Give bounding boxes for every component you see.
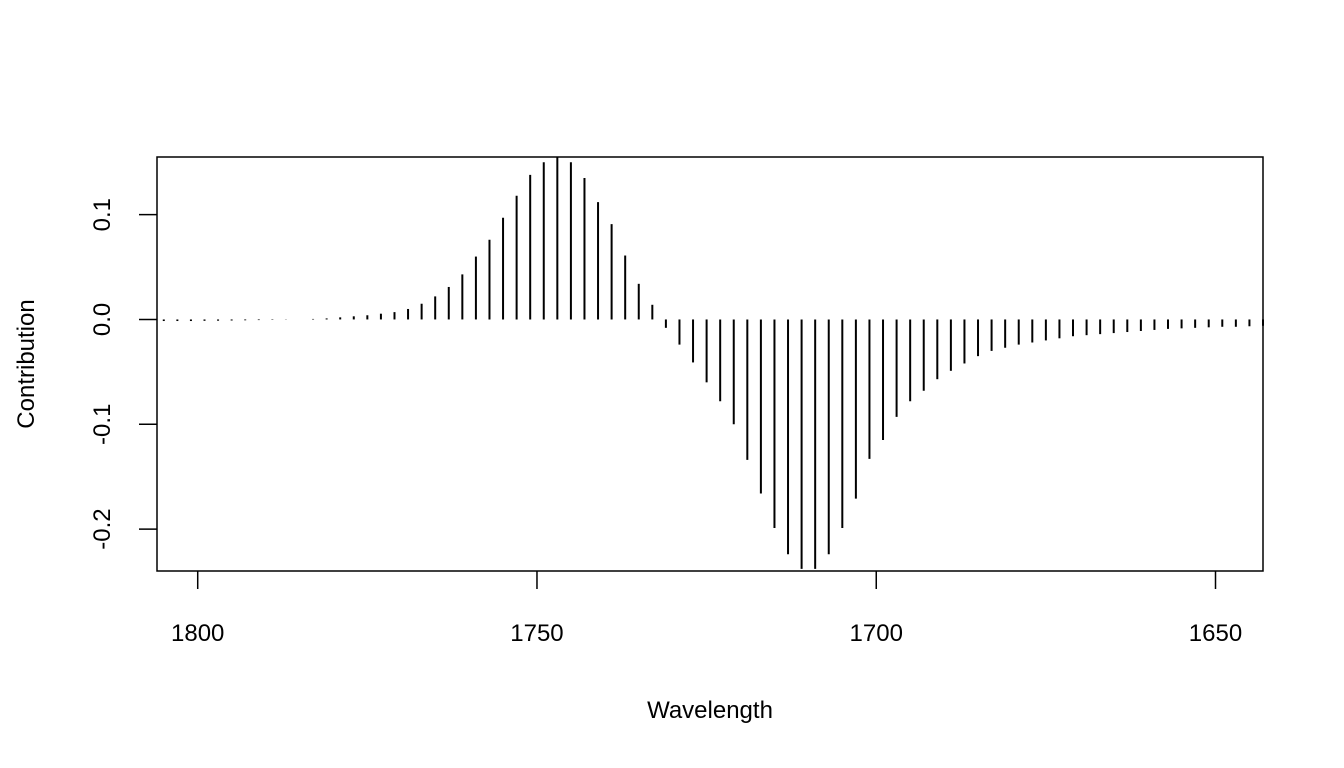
x-tick-label: 1750 — [510, 620, 563, 647]
y-tick-label: 0.0 — [89, 303, 116, 336]
y-tick-label: -0.1 — [89, 404, 116, 445]
y-tick-label: 0.1 — [89, 198, 116, 231]
x-axis-label: Wavelength — [647, 697, 773, 724]
y-axis-label: Contribution — [13, 299, 40, 428]
x-axis: 1800 1750 1700 1650 — [171, 571, 1242, 647]
x-tick-label: 1700 — [850, 620, 903, 647]
plot-frame — [156, 156, 1264, 572]
spike-series — [162, 157, 1264, 569]
y-axis: -0.2 -0.1 0.0 0.1 — [89, 198, 157, 550]
x-tick-label: 1800 — [171, 620, 224, 647]
y-tick-label: -0.2 — [89, 508, 116, 549]
x-tick-label: 1650 — [1189, 620, 1242, 647]
